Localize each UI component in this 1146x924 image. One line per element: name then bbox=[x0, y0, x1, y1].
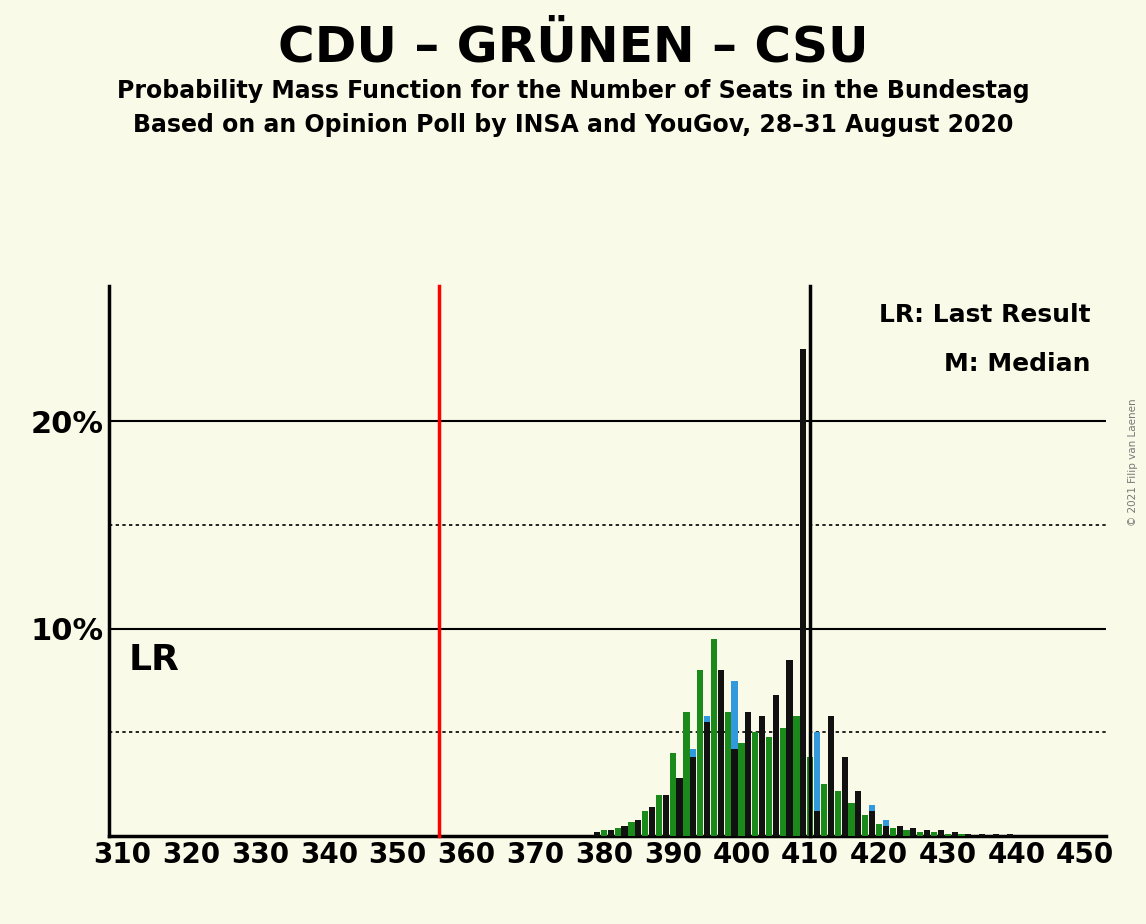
Bar bbox=[793, 716, 800, 836]
Bar bbox=[731, 749, 738, 836]
Bar bbox=[800, 681, 807, 836]
Bar bbox=[965, 834, 972, 836]
Bar bbox=[745, 711, 752, 836]
Bar bbox=[738, 743, 745, 836]
Bar bbox=[614, 828, 621, 836]
Bar bbox=[683, 711, 690, 836]
Bar bbox=[896, 826, 903, 836]
Bar bbox=[711, 639, 717, 836]
Bar bbox=[882, 826, 889, 836]
Bar bbox=[779, 728, 786, 836]
Text: LR: LR bbox=[128, 643, 180, 677]
Bar bbox=[690, 749, 697, 836]
Bar bbox=[662, 795, 669, 836]
Bar bbox=[821, 784, 827, 836]
Bar bbox=[635, 820, 642, 836]
Bar bbox=[621, 826, 628, 836]
Bar bbox=[855, 791, 862, 836]
Bar bbox=[635, 826, 642, 836]
Bar bbox=[759, 716, 766, 836]
Bar bbox=[766, 736, 772, 836]
Bar bbox=[786, 660, 793, 836]
Bar bbox=[931, 833, 937, 836]
Bar bbox=[772, 733, 779, 836]
Bar bbox=[924, 830, 931, 836]
Bar bbox=[607, 833, 614, 836]
Bar bbox=[848, 803, 855, 836]
Bar bbox=[786, 711, 793, 836]
Bar bbox=[669, 753, 676, 836]
Bar bbox=[745, 728, 752, 836]
Bar bbox=[717, 695, 724, 836]
Bar bbox=[924, 833, 931, 836]
Bar bbox=[628, 821, 635, 836]
Bar bbox=[690, 758, 697, 836]
Bar bbox=[814, 733, 821, 836]
Bar bbox=[855, 799, 862, 836]
Bar bbox=[903, 830, 910, 836]
Bar bbox=[656, 795, 662, 836]
Bar bbox=[676, 778, 683, 836]
Bar bbox=[992, 834, 999, 836]
Bar bbox=[937, 833, 944, 836]
Bar bbox=[827, 716, 834, 836]
Bar bbox=[717, 670, 724, 836]
Text: M: Median: M: Median bbox=[944, 352, 1091, 376]
Bar bbox=[649, 808, 656, 836]
Bar bbox=[800, 348, 807, 836]
Bar bbox=[882, 820, 889, 836]
Bar bbox=[704, 723, 711, 836]
Bar bbox=[704, 716, 711, 836]
Bar bbox=[731, 681, 738, 836]
Bar bbox=[662, 808, 669, 836]
Text: LR: Last Result: LR: Last Result bbox=[879, 303, 1091, 327]
Bar bbox=[649, 820, 656, 836]
Bar bbox=[937, 830, 944, 836]
Bar bbox=[958, 834, 965, 836]
Bar bbox=[752, 733, 759, 836]
Text: Based on an Opinion Poll by INSA and YouGov, 28–31 August 2020: Based on an Opinion Poll by INSA and You… bbox=[133, 113, 1013, 137]
Bar bbox=[807, 758, 814, 836]
Bar bbox=[594, 833, 601, 836]
Bar bbox=[697, 670, 704, 836]
Bar bbox=[944, 834, 951, 836]
Bar bbox=[814, 811, 821, 836]
Bar bbox=[869, 805, 876, 836]
Bar bbox=[607, 830, 614, 836]
Bar bbox=[896, 826, 903, 836]
Bar bbox=[601, 830, 607, 836]
Bar bbox=[642, 811, 649, 836]
Bar bbox=[1006, 834, 1013, 836]
Bar bbox=[951, 833, 958, 836]
Bar bbox=[910, 828, 917, 836]
Bar bbox=[759, 716, 766, 836]
Bar bbox=[621, 830, 628, 836]
Bar bbox=[951, 834, 958, 836]
Bar bbox=[724, 711, 731, 836]
Bar bbox=[862, 816, 869, 836]
Bar bbox=[772, 695, 779, 836]
Bar bbox=[876, 824, 882, 836]
Bar bbox=[834, 791, 841, 836]
Bar bbox=[869, 811, 876, 836]
Bar bbox=[841, 784, 848, 836]
Bar bbox=[889, 828, 896, 836]
Bar bbox=[910, 828, 917, 836]
Bar bbox=[827, 774, 834, 836]
Text: CDU – GRÜNEN – CSU: CDU – GRÜNEN – CSU bbox=[277, 23, 869, 71]
Bar bbox=[979, 834, 986, 836]
Text: © 2021 Filip van Laenen: © 2021 Filip van Laenen bbox=[1128, 398, 1138, 526]
Bar bbox=[676, 778, 683, 836]
Text: Probability Mass Function for the Number of Seats in the Bundestag: Probability Mass Function for the Number… bbox=[117, 79, 1029, 103]
Bar bbox=[917, 833, 924, 836]
Bar bbox=[841, 758, 848, 836]
